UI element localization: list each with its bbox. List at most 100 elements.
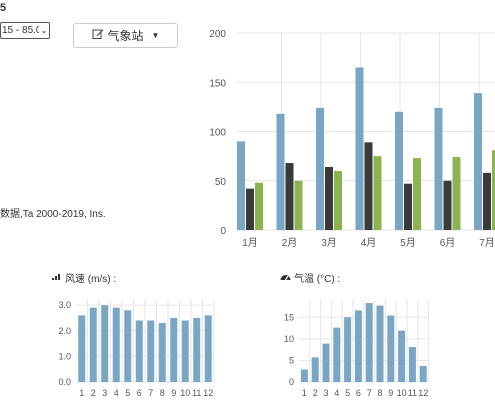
x-tick-label: 2 [313,388,318,398]
bar [365,303,373,382]
bar [294,180,303,230]
y-tick-label: 10 [284,334,294,344]
bar [443,180,452,230]
station-dropdown-button[interactable]: 气象站 ▼ [73,23,178,48]
bar [354,310,362,382]
x-tick-label: 11 [192,388,201,398]
main-chart-y-ticks: 0 50 100 150 200 [209,29,226,237]
x-tick-label: 1月 [242,237,258,249]
x-tick-label: 5月 [400,237,416,249]
x-tick-label: 9 [171,388,176,398]
y-tick-label: 15 [284,312,294,322]
x-tick-label: 7 [367,388,372,398]
bar [344,317,352,382]
wind-chart-title-text: 风速 (m/s) : [65,274,117,285]
main-chart-x-ticks: 1月 2月 3月 4月 5月 6月 7月 [242,237,495,249]
x-tick-label: 3 [102,388,107,398]
temp-chart-y-ticks: 0 5 10 15 [284,312,294,387]
x-tick-label: 2月 [282,237,298,249]
bar [325,166,333,230]
temp-chart-grid [299,300,430,383]
bar [398,330,406,382]
bar [135,320,143,382]
bar [124,310,132,382]
wind-chart-grid [76,300,215,383]
wind-chart-x-ticks: 1 2 3 4 5 6 7 8 9 10 11 12 [79,388,213,398]
x-tick-label: 7月 [479,237,495,249]
x-tick-label: 10 [180,388,190,398]
chevron-down-icon: ⌄ [40,26,48,35]
range-select[interactable]: 15 - 85.0 ⌄ [0,22,50,39]
gauge-icon [280,272,291,284]
y-tick-label: 3.0 [58,300,71,310]
y-tick-label: 0 [289,377,294,387]
x-tick-label: 11 [408,388,417,398]
x-tick-label: 5 [345,388,350,398]
caret-down-icon: ▼ [151,31,160,40]
wind-speed-chart: 0.01.02.03.0 1 2 3 4 5 6 7 8 9 10 11 12 [58,300,215,398]
x-tick-label: 1 [79,388,84,398]
wind-chart-bars [78,305,212,382]
bar [276,113,285,230]
x-tick-label: 10 [397,388,407,398]
x-tick-label: 5 [125,388,130,398]
bar [255,182,263,230]
main-chart-bars [237,67,495,231]
x-tick-label: 1 [302,388,307,398]
bar [376,305,384,382]
signal-bars-icon [52,272,62,283]
x-tick-label: 6 [356,388,361,398]
bar [101,305,109,382]
x-tick-label: 9 [388,388,393,398]
y-tick-label: 1.0 [58,351,71,361]
bar [413,158,421,230]
x-tick-label: 4 [114,388,119,398]
temp-chart-title: 气温 (°C) : [280,270,340,285]
x-tick-label: 6月 [440,237,456,249]
y-tick-label: 2.0 [58,326,71,336]
bar [237,141,245,230]
bar [246,188,254,230]
temp-chart-title-text: 气温 (°C) : [294,274,341,285]
bar [364,142,373,230]
bar [387,315,395,382]
bar [492,150,495,230]
bar [395,111,403,230]
data-source-text: 数据,Ta 2000-2019, Ins. [0,209,106,220]
bar [434,107,443,230]
bar [147,320,155,382]
x-tick-label: 4 [334,388,339,398]
bar [300,369,308,382]
x-tick-label: 3 [323,388,328,398]
bar [193,317,201,382]
bar [419,366,427,382]
wind-chart-title: 风速 (m/s) : [52,270,116,285]
bar [404,183,412,230]
wind-chart-y-ticks: 0.0 1.0 2.0 3.0 [58,300,71,387]
bar [322,343,330,382]
bar [334,170,342,230]
bar [408,347,416,382]
station-button-label: 气象站 [107,29,144,43]
bar [112,307,120,382]
temp-chart-x-ticks: 1 2 3 4 5 6 7 8 9 10 11 12 [302,388,428,398]
y-tick-label: 150 [209,78,226,89]
bar [333,327,341,382]
x-tick-label: 7 [148,388,153,398]
bar [316,107,324,230]
x-tick-label: 2 [91,388,96,398]
x-tick-label: 8 [160,388,165,398]
bar [170,317,178,382]
bar [78,315,86,382]
temp-chart-bars [300,303,427,382]
edit-icon [92,28,104,43]
bar [483,172,491,230]
bar [181,320,189,382]
y-tick-label: 0 [220,226,226,237]
x-tick-label: 12 [418,388,428,398]
x-tick-label: 3月 [321,237,337,249]
bar [158,323,166,382]
bar [311,357,319,382]
x-tick-label: 6 [137,388,142,398]
